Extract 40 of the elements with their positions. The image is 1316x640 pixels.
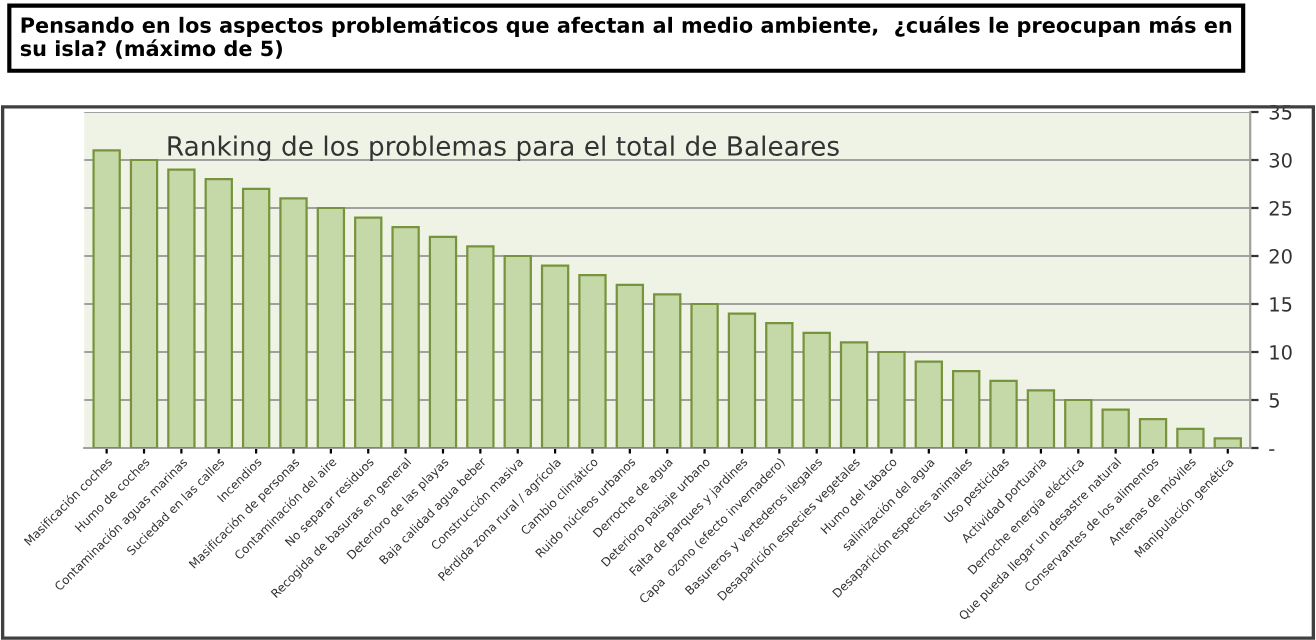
bar xyxy=(877,350,906,448)
bar xyxy=(765,322,794,448)
bar xyxy=(653,293,682,448)
bar xyxy=(914,360,943,448)
bar xyxy=(1101,408,1130,448)
bar xyxy=(129,158,159,448)
y-tick-label: 15 xyxy=(1270,297,1292,312)
bar xyxy=(1064,398,1093,448)
bar xyxy=(391,226,420,448)
bar xyxy=(1176,427,1205,448)
bar xyxy=(428,235,458,448)
bar xyxy=(167,168,196,448)
bar xyxy=(92,149,121,448)
bar xyxy=(316,206,346,448)
bar xyxy=(1026,389,1056,448)
bar xyxy=(466,245,495,448)
bar xyxy=(354,216,383,448)
y-tick-label: 25 xyxy=(1269,200,1292,216)
bar xyxy=(802,331,831,448)
bar xyxy=(989,379,1018,448)
bar xyxy=(839,341,869,448)
bar xyxy=(615,283,645,448)
bar xyxy=(690,302,719,448)
bar xyxy=(951,370,981,448)
bar xyxy=(540,264,570,448)
bar xyxy=(503,254,532,448)
bar xyxy=(1138,418,1168,448)
bar xyxy=(279,197,308,448)
bar xyxy=(204,178,233,448)
bar xyxy=(1213,437,1242,448)
y-tick-label: - xyxy=(1269,449,1275,451)
text: Ranking de los problemas para el total de Baleares xyxy=(168,135,839,162)
y-tick-label: 10 xyxy=(1270,344,1292,360)
bar xyxy=(727,312,757,448)
bar xyxy=(241,187,271,448)
bar xyxy=(578,274,607,448)
y-tick-label: 30 xyxy=(1269,152,1292,168)
y-tick-label: 20 xyxy=(1269,248,1292,264)
y-tick-label: 5 xyxy=(1269,393,1279,408)
chart-title: Pensando en los aspectos problemáticos que afectan al medio ambiente, ¿cuáles le preocupan más en su isla? (máximo de 5) xyxy=(20,16,1232,59)
